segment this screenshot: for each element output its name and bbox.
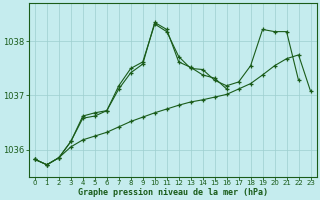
X-axis label: Graphe pression niveau de la mer (hPa): Graphe pression niveau de la mer (hPa) bbox=[78, 188, 268, 197]
